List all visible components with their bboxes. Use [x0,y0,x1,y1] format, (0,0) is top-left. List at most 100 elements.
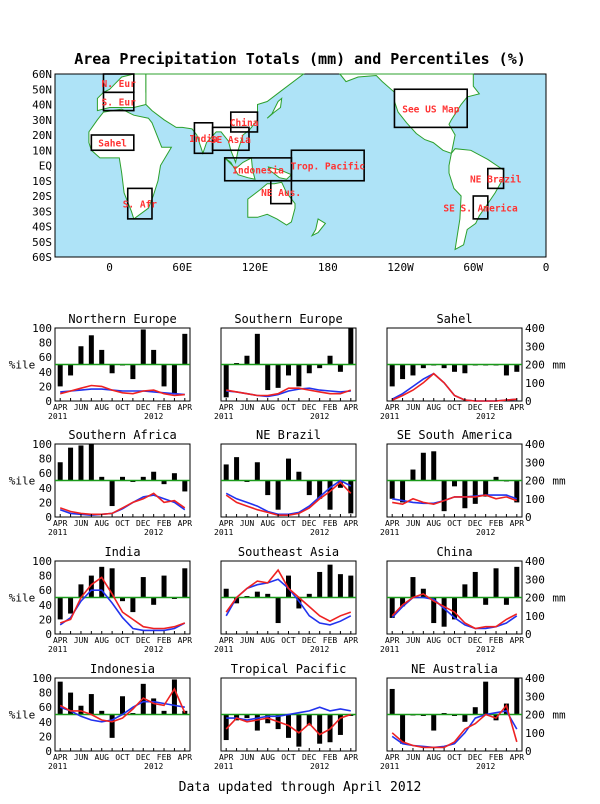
x-tick-label: AUG [95,753,110,762]
x-tick-label: OCT [115,636,130,645]
percentile-bar [130,364,136,380]
percentile-bar [431,451,437,481]
year-label: 2012 [310,412,329,421]
x-tick-label: OCT [447,519,462,528]
percentile-bar [410,469,416,481]
percentile-bar [57,597,63,620]
percentile-bar [462,364,468,374]
x-tick-label: APR [344,519,359,528]
percentile-bar [57,364,63,387]
x-tick-label: AUG [261,636,276,645]
percentile-bar [140,329,146,365]
percentile-bar [348,575,354,598]
left-axis-tick: 40 [39,599,52,612]
right-axis-tick: 100 [525,493,545,506]
percentile-bar [514,480,520,503]
region-label: NE Aus. [261,188,301,199]
region-label: SE S. America [443,203,518,214]
percentile-bar [431,597,437,624]
panel-title: China [436,545,472,559]
footer-note: Data updated through April 2012 [179,780,422,795]
x-tick-label: OCT [281,636,296,645]
year-label: 2011 [214,762,233,771]
x-tick-label: JUN [406,753,421,762]
x-tick-label: DEC [136,753,151,762]
x-tick-label: APR [344,753,359,762]
x-tick-label: APR [53,519,68,528]
lon-tick-label: 120W [387,261,414,274]
percentile-bar [234,597,240,604]
year-label: 2011 [214,412,233,421]
x-tick-label: OCT [447,636,462,645]
percentile-bar [223,714,229,741]
lat-tick-label: 20N [32,129,52,142]
lon-tick-label: 0 [106,261,113,274]
region-label: China [230,118,259,129]
percentile-bar [472,571,478,598]
x-tick-label: APR [385,636,400,645]
right-axis-tick: 0 [525,395,532,408]
normal-precip-line [60,388,185,396]
percentile-bar [389,480,395,499]
lat-tick-label: 50S [32,236,52,249]
left-axis-tick: 40 [39,482,52,495]
x-tick-label: JUN [240,636,255,645]
percentile-bar [400,364,406,380]
x-tick-label: AUG [261,519,276,528]
percentile-bar [452,597,457,620]
year-label: 2011 [48,762,67,771]
percentile-bar [462,584,468,598]
left-axis-label: %ile [9,709,36,722]
x-tick-label: DEC [136,519,151,528]
panel-title: NE Brazil [256,428,321,442]
x-tick-label: DEC [468,636,483,645]
lon-tick-label: 60E [172,261,192,274]
x-tick-label: DEC [302,403,317,412]
percentile-bar [400,597,406,607]
percentile-bar [275,480,281,510]
x-tick-label: FEB [157,636,172,645]
percentile-bar [161,575,167,598]
region-label: N. Eur [101,79,136,90]
right-axis-tick: 200 [525,359,545,372]
percentile-bar [441,364,447,369]
panel-title: Tropical Pacific [231,662,347,676]
percentile-bar [130,597,136,613]
right-axis-tick: 100 [525,727,545,740]
observed-precip-line [59,384,185,397]
x-tick-label: AUG [427,519,442,528]
observed-precip-line [391,703,518,749]
x-tick-label: JUN [406,636,421,645]
percentile-bar [151,471,157,481]
right-axis-tick: 0 [525,628,532,641]
x-tick-label: APR [219,519,234,528]
left-axis-label: %ile [9,359,36,372]
observed-precip-line [391,593,518,630]
normal-precip-line [59,589,186,632]
percentile-bar [78,445,84,481]
percentile-bar [493,476,499,481]
x-tick-label: AUG [427,403,442,412]
percentile-bar [441,480,447,512]
left-axis-tick: 80 [39,687,52,700]
x-tick-label: AUG [95,403,110,412]
year-label: 2011 [214,528,233,537]
left-axis-tick: 20 [39,730,52,743]
right-axis-tick: 200 [525,592,545,605]
x-tick-label: AUG [427,753,442,762]
percentile-bar [254,591,260,598]
region-label: S. Afr [123,200,158,211]
percentile-bar [234,457,240,481]
year-label: 2011 [48,412,67,421]
percentile-bar [223,588,229,598]
percentile-bar [120,696,125,715]
x-tick-label: DEC [468,403,483,412]
percentile-bar [337,714,343,735]
percentile-bar [337,574,343,598]
percentile-bar [389,364,395,387]
x-tick-label: FEB [323,636,338,645]
percentile-bar [120,476,125,481]
x-tick-label: JUN [406,519,421,528]
percentile-bar [317,571,323,598]
percentile-bar [99,349,105,365]
